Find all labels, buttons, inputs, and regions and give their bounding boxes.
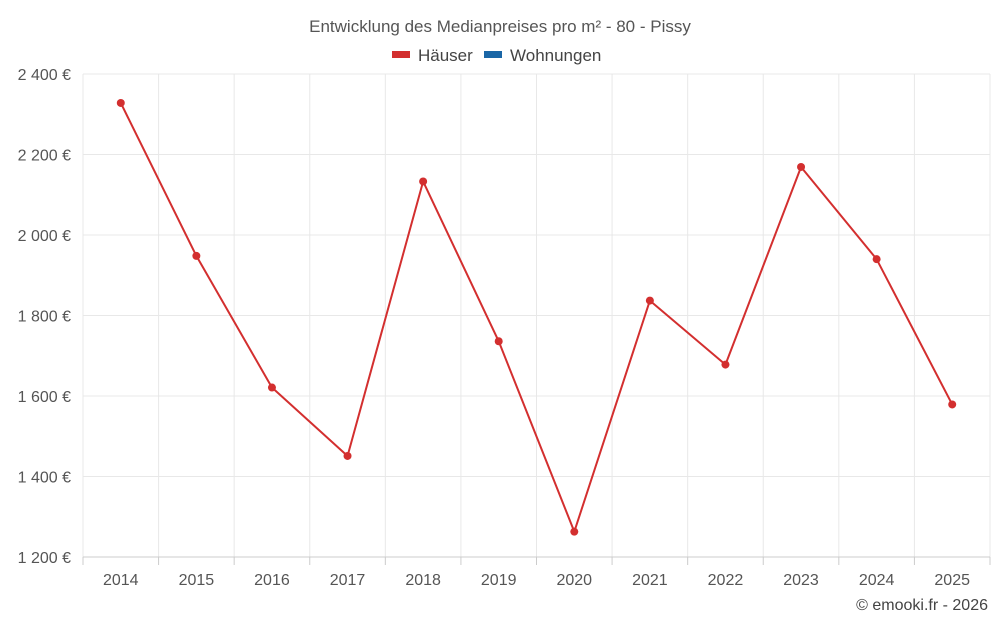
x-tick-label-2022: 2022 (708, 572, 744, 589)
data-point-2020[interactable] (570, 528, 578, 536)
data-point-2014[interactable] (117, 99, 125, 107)
data-point-2024[interactable] (873, 255, 881, 263)
legend-label-wohnungen[interactable]: Wohnungen (510, 46, 601, 65)
axes: 1 200 € 1 400 € 1 600 € 1 800 € 2 000 € 2 200… (18, 67, 990, 589)
x-tick-label-2019: 2019 (481, 572, 517, 589)
legend-swatch-haeuser (392, 51, 410, 58)
y-tick-label-3: 1 800 € (18, 309, 71, 326)
x-tick-label-2025: 2025 (934, 572, 970, 589)
legend-swatch-wohnungen (484, 51, 502, 58)
x-tick-label-2024: 2024 (859, 572, 895, 589)
data-point-2022[interactable] (721, 361, 729, 369)
x-tick-label-2014: 2014 (103, 572, 139, 589)
x-tick-label-2018: 2018 (405, 572, 441, 589)
line-chart: 1 200 € 1 400 € 1 600 € 1 800 € 2 000 € 2 200… (0, 0, 1000, 625)
y-tick-label-1: 1 400 € (18, 470, 71, 487)
data-point-2023[interactable] (797, 163, 805, 171)
y-tick-label-2: 1 600 € (18, 389, 71, 406)
y-tick-label-5: 2 200 € (18, 148, 71, 165)
data-point-2021[interactable] (646, 297, 654, 305)
x-tick-label-2020: 2020 (556, 572, 592, 589)
chart-container: 1 200 € 1 400 € 1 600 € 1 800 € 2 000 € 2 200… (0, 0, 1000, 625)
data-point-2025[interactable] (948, 400, 956, 408)
x-tick-label-2023: 2023 (783, 572, 819, 589)
x-tick-label-2021: 2021 (632, 572, 668, 589)
x-tick-label-2015: 2015 (179, 572, 215, 589)
credit-text[interactable]: © emooki.fr - 2026 (856, 597, 988, 614)
data-point-2015[interactable] (192, 252, 200, 260)
data-point-2016[interactable] (268, 384, 276, 392)
data-point-2017[interactable] (344, 452, 352, 460)
x-tick-label-2016: 2016 (254, 572, 290, 589)
legend-label-haeuser[interactable]: Häuser (418, 46, 473, 65)
y-tick-label-6: 2 400 € (18, 67, 71, 84)
y-tick-label-4: 2 000 € (18, 228, 71, 245)
x-tick-label-2017: 2017 (330, 572, 366, 589)
y-tick-label-0: 1 200 € (18, 550, 71, 567)
data-point-2018[interactable] (419, 177, 427, 185)
legend: Häuser Wohnungen (392, 46, 601, 65)
grid-lines (83, 74, 990, 557)
data-point-2019[interactable] (495, 337, 503, 345)
chart-title: Entwicklung des Medianpreises pro m² - 8… (309, 17, 691, 36)
